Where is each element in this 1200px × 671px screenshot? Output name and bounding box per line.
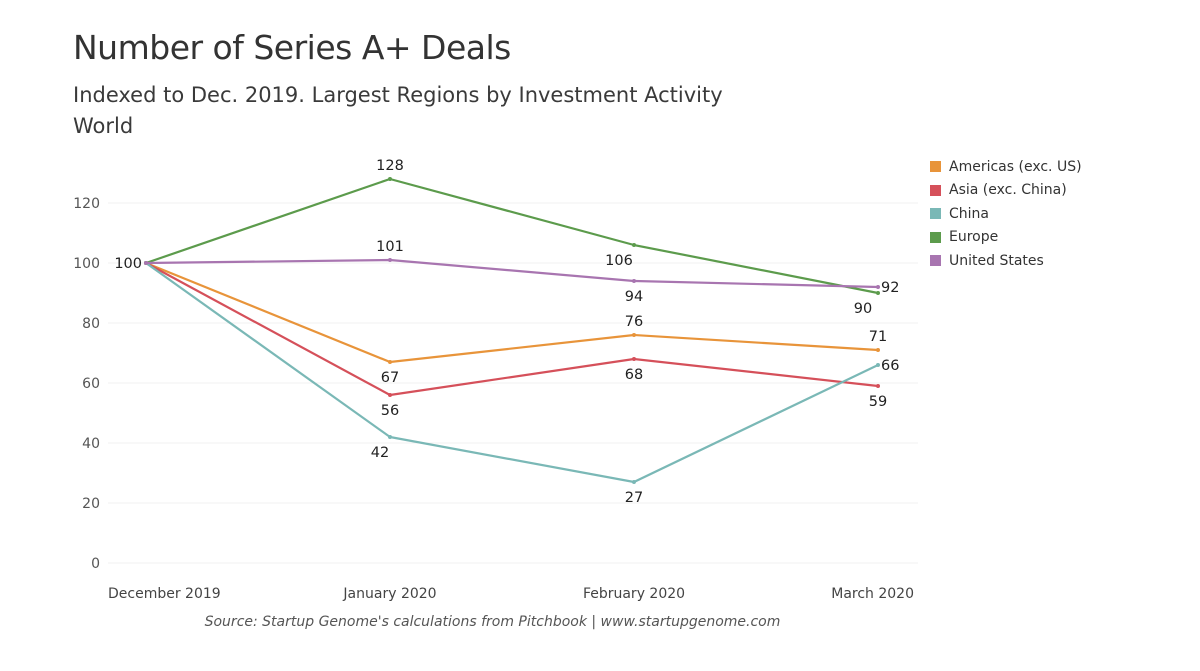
data-point <box>388 177 392 181</box>
data-label: 106 <box>605 253 633 269</box>
data-point <box>876 291 880 295</box>
series-line-europe <box>145 177 879 295</box>
data-point <box>388 258 392 262</box>
y-tick-label: 80 <box>82 316 100 332</box>
gridlines <box>108 202 918 564</box>
legend-swatch <box>930 184 941 196</box>
y-tick-label: 0 <box>91 556 100 572</box>
data-point <box>876 384 880 388</box>
legend-swatch <box>930 255 941 267</box>
data-label: 90 <box>854 301 872 317</box>
y-axis-ticks: 0 20 40 60 80 100 120 <box>73 196 100 572</box>
legend-item[interactable]: Americas (exc. US) <box>930 155 1082 179</box>
data-label: 27 <box>625 490 643 506</box>
data-label: 67 <box>381 370 399 386</box>
legend-swatch <box>930 161 941 173</box>
data-label: 42 <box>371 445 389 461</box>
data-point <box>876 285 880 289</box>
y-tick-label: 40 <box>82 436 100 452</box>
y-tick-label: 100 <box>73 256 100 272</box>
data-label: 100 <box>114 256 142 272</box>
data-point <box>876 363 880 367</box>
source-note: Source: Startup Genome's calculations fr… <box>204 614 781 630</box>
x-axis-ticks: December 2019 January 2020 February 2020 Ma… <box>108 586 914 602</box>
series-line-americas-exc-us <box>145 261 879 364</box>
data-label: 128 <box>376 158 404 174</box>
x-tick-label: March 2020 <box>831 586 914 602</box>
x-tick-label: February 2020 <box>583 586 685 602</box>
data-labels: 67 76 71 56 68 59 42 27 66 128 106 90 100 101 94 92 <box>114 158 899 506</box>
legend-item[interactable]: China <box>930 202 1082 226</box>
data-label: 94 <box>625 289 643 305</box>
data-point <box>632 279 636 283</box>
data-point <box>632 357 636 361</box>
y-tick-label: 20 <box>82 496 100 512</box>
legend-item[interactable]: United States <box>930 249 1082 273</box>
data-point <box>632 243 636 247</box>
legend-label: United States <box>949 252 1044 269</box>
legend-swatch <box>930 231 941 243</box>
data-label: 59 <box>869 394 887 410</box>
legend-label: Asia (exc. China) <box>949 182 1067 199</box>
x-tick-label: December 2019 <box>108 586 221 602</box>
data-label: 76 <box>625 314 643 330</box>
series-line-china <box>145 262 879 484</box>
chart-title: Number of Series A+ Deals <box>73 28 511 67</box>
series-line-united-states <box>145 258 879 289</box>
data-label: 92 <box>881 280 899 296</box>
legend-swatch <box>930 208 941 220</box>
data-label: 71 <box>869 329 887 345</box>
series-lines <box>144 177 880 484</box>
data-label: 56 <box>381 403 399 419</box>
legend-label: Europe <box>949 229 999 246</box>
data-point <box>388 435 392 439</box>
legend-label: Americas (exc. US) <box>949 158 1082 175</box>
data-point <box>632 480 636 484</box>
subtitle-line-1: Indexed to Dec. 2019. Largest Regions by… <box>73 83 723 107</box>
legend-label: China <box>949 205 989 222</box>
data-point <box>388 393 392 397</box>
data-point <box>632 333 636 337</box>
chart-subtitle: Indexed to Dec. 2019. Largest Regions by… <box>73 80 723 142</box>
data-point <box>388 360 392 364</box>
data-label: 66 <box>881 358 899 374</box>
y-tick-label: 120 <box>73 196 100 212</box>
legend-item[interactable]: Europe <box>930 226 1082 250</box>
legend-item[interactable]: Asia (exc. China) <box>930 179 1082 203</box>
data-label: 101 <box>376 239 404 255</box>
series-line-asia-exc-china <box>145 262 879 397</box>
data-point <box>876 348 880 352</box>
data-point <box>144 261 148 265</box>
legend: Americas (exc. US) Asia (exc. China) China… <box>930 155 1082 273</box>
x-tick-label: January 2020 <box>342 586 436 602</box>
subtitle-line-2: World <box>73 114 134 138</box>
y-tick-label: 60 <box>82 376 100 392</box>
data-label: 68 <box>625 367 643 383</box>
